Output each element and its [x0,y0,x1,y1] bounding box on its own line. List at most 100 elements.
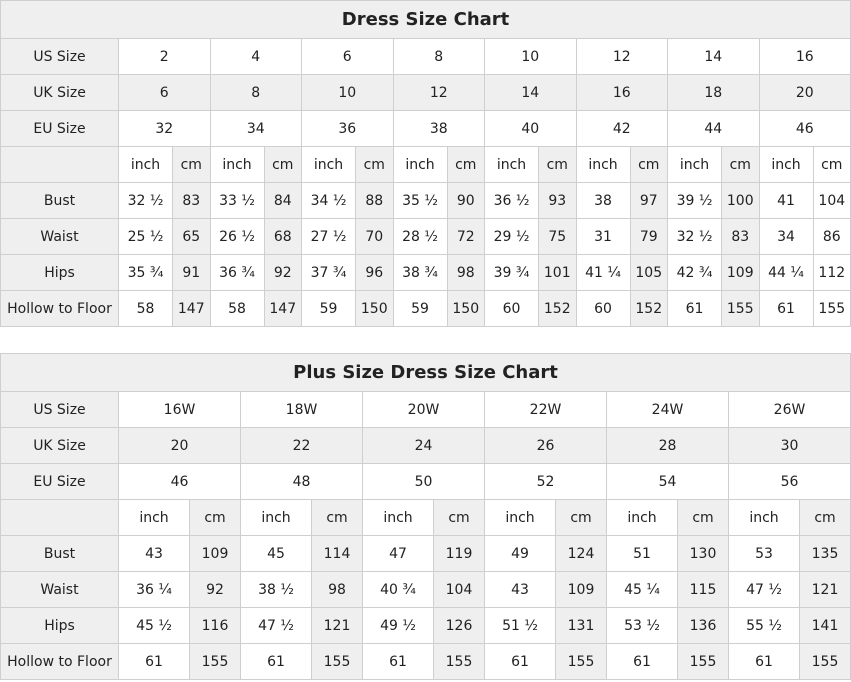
unit-inch: inch [240,499,312,536]
unit-row-label [0,146,119,183]
inch-value: 42 ¾ [667,254,722,291]
cm-value: 68 [263,218,302,255]
inch-value: 61 [758,290,814,327]
us-size-value: 16W [118,391,241,428]
measurement-row: Hips 45 ½ 116 47 ½ 121 49 ½ 126 51 ½ 131 53 ½ 136 5… [0,607,851,644]
eu-size-row: EU Size 46 48 50 52 54 56 [0,463,851,500]
cm-value: 155 [677,643,729,680]
unit-cm: cm [446,146,485,183]
cm-value: 93 [538,182,577,219]
uk-size-value: 8 [209,74,302,111]
inch-value: 39 ½ [667,182,722,219]
inch-value: 29 ½ [484,218,539,255]
us-size-value: 8 [392,38,485,75]
eu-size-value: 50 [362,463,485,500]
uk-size-label: UK Size [0,427,119,464]
chart-title: Dress Size Chart [0,0,851,39]
inch-value: 39 ¾ [484,254,539,291]
inch-value: 35 ½ [392,182,448,219]
inch-value: 41 ¼ [575,254,631,291]
inch-value: 33 ½ [209,182,265,219]
cm-value: 101 [538,254,577,291]
us-size-value: 14 [667,38,760,75]
cm-value: 70 [355,218,394,255]
cm-value: 104 [812,182,851,219]
cm-value: 90 [446,182,485,219]
uk-size-value: 24 [362,427,485,464]
cm-value: 155 [311,643,363,680]
inch-value: 44 ¼ [758,254,814,291]
inch-value: 38 [575,182,631,219]
plus-size-chart-table: Plus Size Dress Size Chart US Size 16W 18W 2… [0,353,851,680]
cm-value: 109 [721,254,760,291]
inch-value: 59 [301,290,356,327]
eu-size-value: 52 [484,463,607,500]
eu-size-value: 56 [727,463,851,500]
unit-cm: cm [677,499,729,536]
cm-value: 155 [433,643,485,680]
unit-cm: cm [629,146,668,183]
eu-size-value: 46 [118,463,241,500]
eu-size-value: 54 [606,463,729,500]
inch-value: 47 [362,535,434,572]
unit-row-label [0,499,119,536]
eu-size-value: 38 [392,110,485,147]
cm-value: 131 [555,607,607,644]
inch-value: 58 [118,290,173,327]
inch-value: 36 ½ [484,182,539,219]
us-size-row: US Size 16W 18W 20W 22W 24W 26W [0,391,851,428]
measurement-label: Hollow to Floor [0,290,119,327]
measurement-row: Bust 32 ½ 83 33 ½ 84 34 ½ 88 35 ½ 90 36 ½ 93 38 97 39… [0,182,851,219]
cm-value: 83 [721,218,760,255]
cm-value: 147 [172,290,211,327]
inch-value: 34 [758,218,814,255]
inch-value: 45 ¼ [606,571,678,608]
inch-value: 32 ½ [667,218,722,255]
cm-value: 92 [189,571,241,608]
cm-value: 155 [189,643,241,680]
uk-size-value: 20 [758,74,851,111]
inch-value: 26 ½ [209,218,265,255]
unit-inch: inch [362,499,434,536]
unit-cm: cm [355,146,394,183]
inch-value: 59 [392,290,448,327]
uk-size-row: UK Size 20 22 24 26 28 30 [0,427,851,464]
cm-value: 92 [263,254,302,291]
cm-value: 121 [311,607,363,644]
cm-value: 150 [446,290,485,327]
inch-value: 61 [240,643,312,680]
cm-value: 155 [721,290,760,327]
us-size-label: US Size [0,391,119,428]
unit-inch: inch [118,499,190,536]
inch-value: 49 ½ [362,607,434,644]
inch-value: 45 [240,535,312,572]
inch-value: 27 ½ [301,218,356,255]
cm-value: 109 [555,571,607,608]
measurement-label: Hips [0,607,119,644]
cm-value: 124 [555,535,607,572]
eu-size-value: 48 [240,463,363,500]
uk-size-value: 6 [118,74,211,111]
inch-value: 32 ½ [118,182,173,219]
cm-value: 121 [798,571,851,608]
unit-cm: cm [812,146,851,183]
title-row: Dress Size Chart [0,0,851,39]
cm-value: 84 [263,182,302,219]
inch-value: 61 [667,290,722,327]
measurement-row: Hollow to Floor 58 147 58 147 59 150 59 150 60 152… [0,290,851,327]
unit-cm: cm [433,499,485,536]
cm-value: 115 [677,571,729,608]
inch-value: 61 [484,643,556,680]
eu-size-row: EU Size 32 34 36 38 40 42 44 46 [0,110,851,147]
inch-value: 36 ¾ [209,254,265,291]
cm-value: 98 [311,571,363,608]
us-size-value: 6 [301,38,394,75]
cm-value: 150 [355,290,394,327]
inch-value: 51 ½ [484,607,556,644]
eu-size-value: 42 [575,110,668,147]
unit-inch: inch [728,499,800,536]
cm-value: 126 [433,607,485,644]
uk-size-value: 10 [301,74,394,111]
cm-value: 98 [446,254,485,291]
unit-inch: inch [667,146,722,183]
